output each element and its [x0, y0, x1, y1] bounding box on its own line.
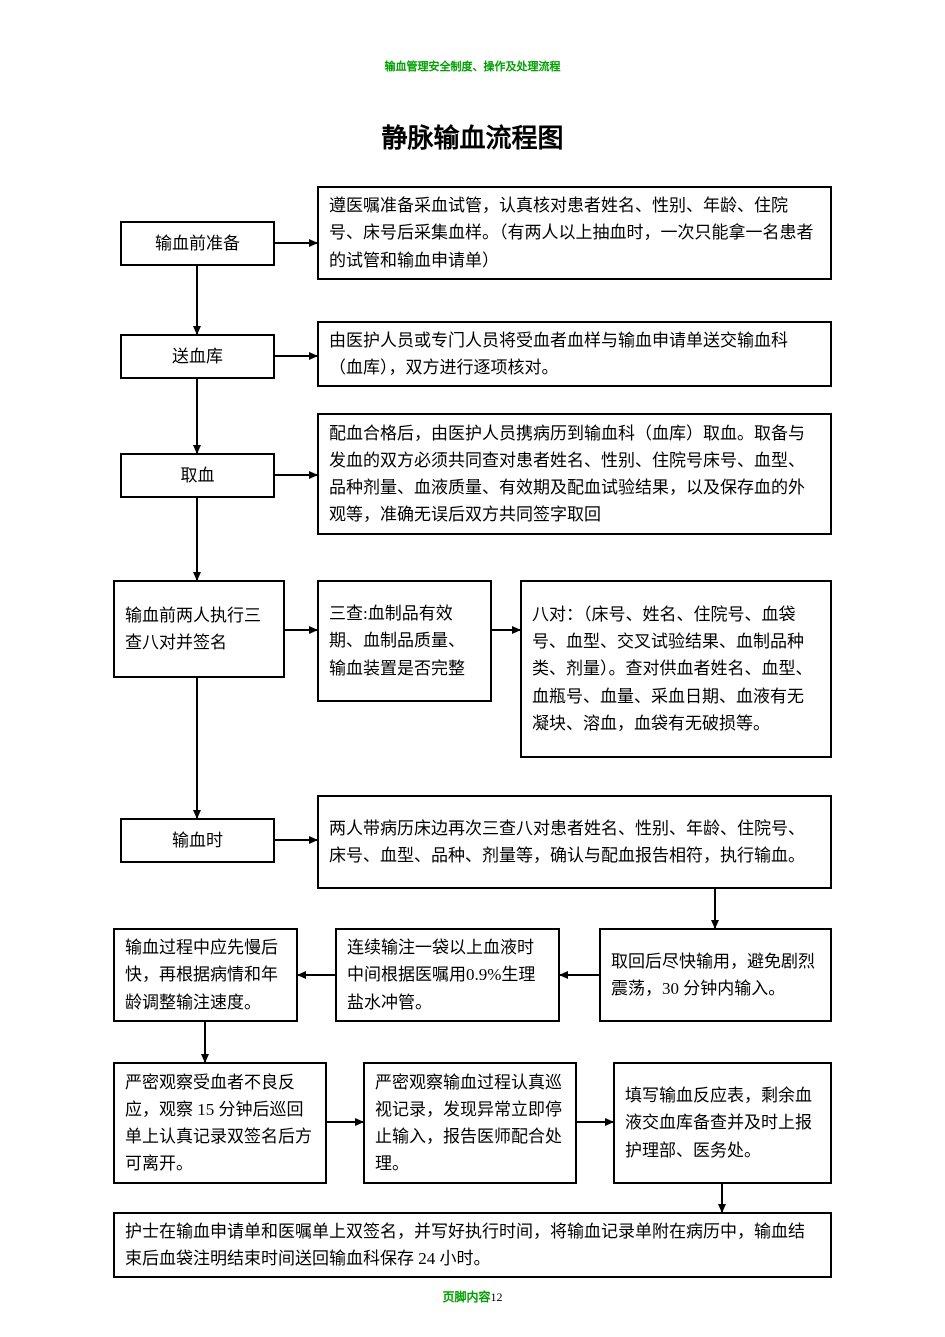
flow-node-n4: 输血前两人执行三查八对并签名 — [113, 580, 285, 678]
footer-page-number: 12 — [491, 1290, 503, 1304]
flow-node-d2: 由医护人员或专门人员将受血者血样与输血申请单送交输血科（血库），双方进行逐项核对… — [317, 321, 832, 387]
flow-node-n5: 输血时 — [120, 818, 275, 863]
flow-node-r7c: 填写输血反应表，剩余血液交血库备查并及时上报护理部、医务处。 — [613, 1062, 832, 1184]
page-footer: 页脚内容12 — [0, 1288, 945, 1305]
flow-node-r7b: 严密观察输血过程认真巡视记录，发现异常立即停止输入，报告医师配合处理。 — [363, 1062, 577, 1184]
flow-node-r6b: 连续输注一袋以上血液时中间根据医嘱用0.9%生理盐水冲管。 — [335, 928, 560, 1022]
flow-node-d5: 两人带病历床边再次三查八对患者姓名、性别、年龄、住院号、床号、血型、品种、剂量等… — [317, 795, 832, 889]
flow-node-d4b: 八对：（床号、姓名、住院号、血袋号、血型、交叉试验结果、血制品种类、剂量）。查对… — [520, 580, 832, 758]
flow-node-r7a: 严密观察受血者不良反应，观察 15 分钟后巡回单上认真记录双签名后方可离开。 — [113, 1062, 327, 1184]
flow-node-n3: 取血 — [120, 453, 275, 498]
page-title: 静脉输血流程图 — [0, 118, 945, 155]
page-header: 输血管理安全制度、操作及处理流程 — [0, 58, 945, 74]
flow-node-r6a: 输血过程中应先慢后快，再根据病情和年龄调整输注速度。 — [113, 928, 298, 1022]
flow-node-d4a: 三查:血制品有效期、血制品质量、输血装置是否完整 — [317, 580, 492, 702]
footer-label: 页脚内容 — [442, 1290, 490, 1304]
flow-node-r6c: 取回后尽快输用，避免剧烈震荡，30 分钟内输入。 — [599, 928, 832, 1022]
flow-node-n1: 输血前准备 — [120, 221, 275, 266]
flow-node-n2: 送血库 — [120, 334, 275, 379]
flow-node-d1: 遵医嘱准备采血试管，认真核对患者姓名、性别、年龄、住院号、床号后采集血样。（有两… — [317, 186, 832, 280]
page: 输血管理安全制度、操作及处理流程 静脉输血流程图 输血前准备遵医嘱准备采血试管，… — [0, 0, 945, 1337]
flow-node-d3: 配血合格后，由医护人员携病历到输血科（血库）取血。取备与发血的双方必须共同查对患… — [317, 413, 832, 535]
flow-node-r8: 护士在输血申请单和医嘱单上双签名，并写好执行时间，将输血记录单附在病历中，输血结… — [113, 1212, 832, 1278]
